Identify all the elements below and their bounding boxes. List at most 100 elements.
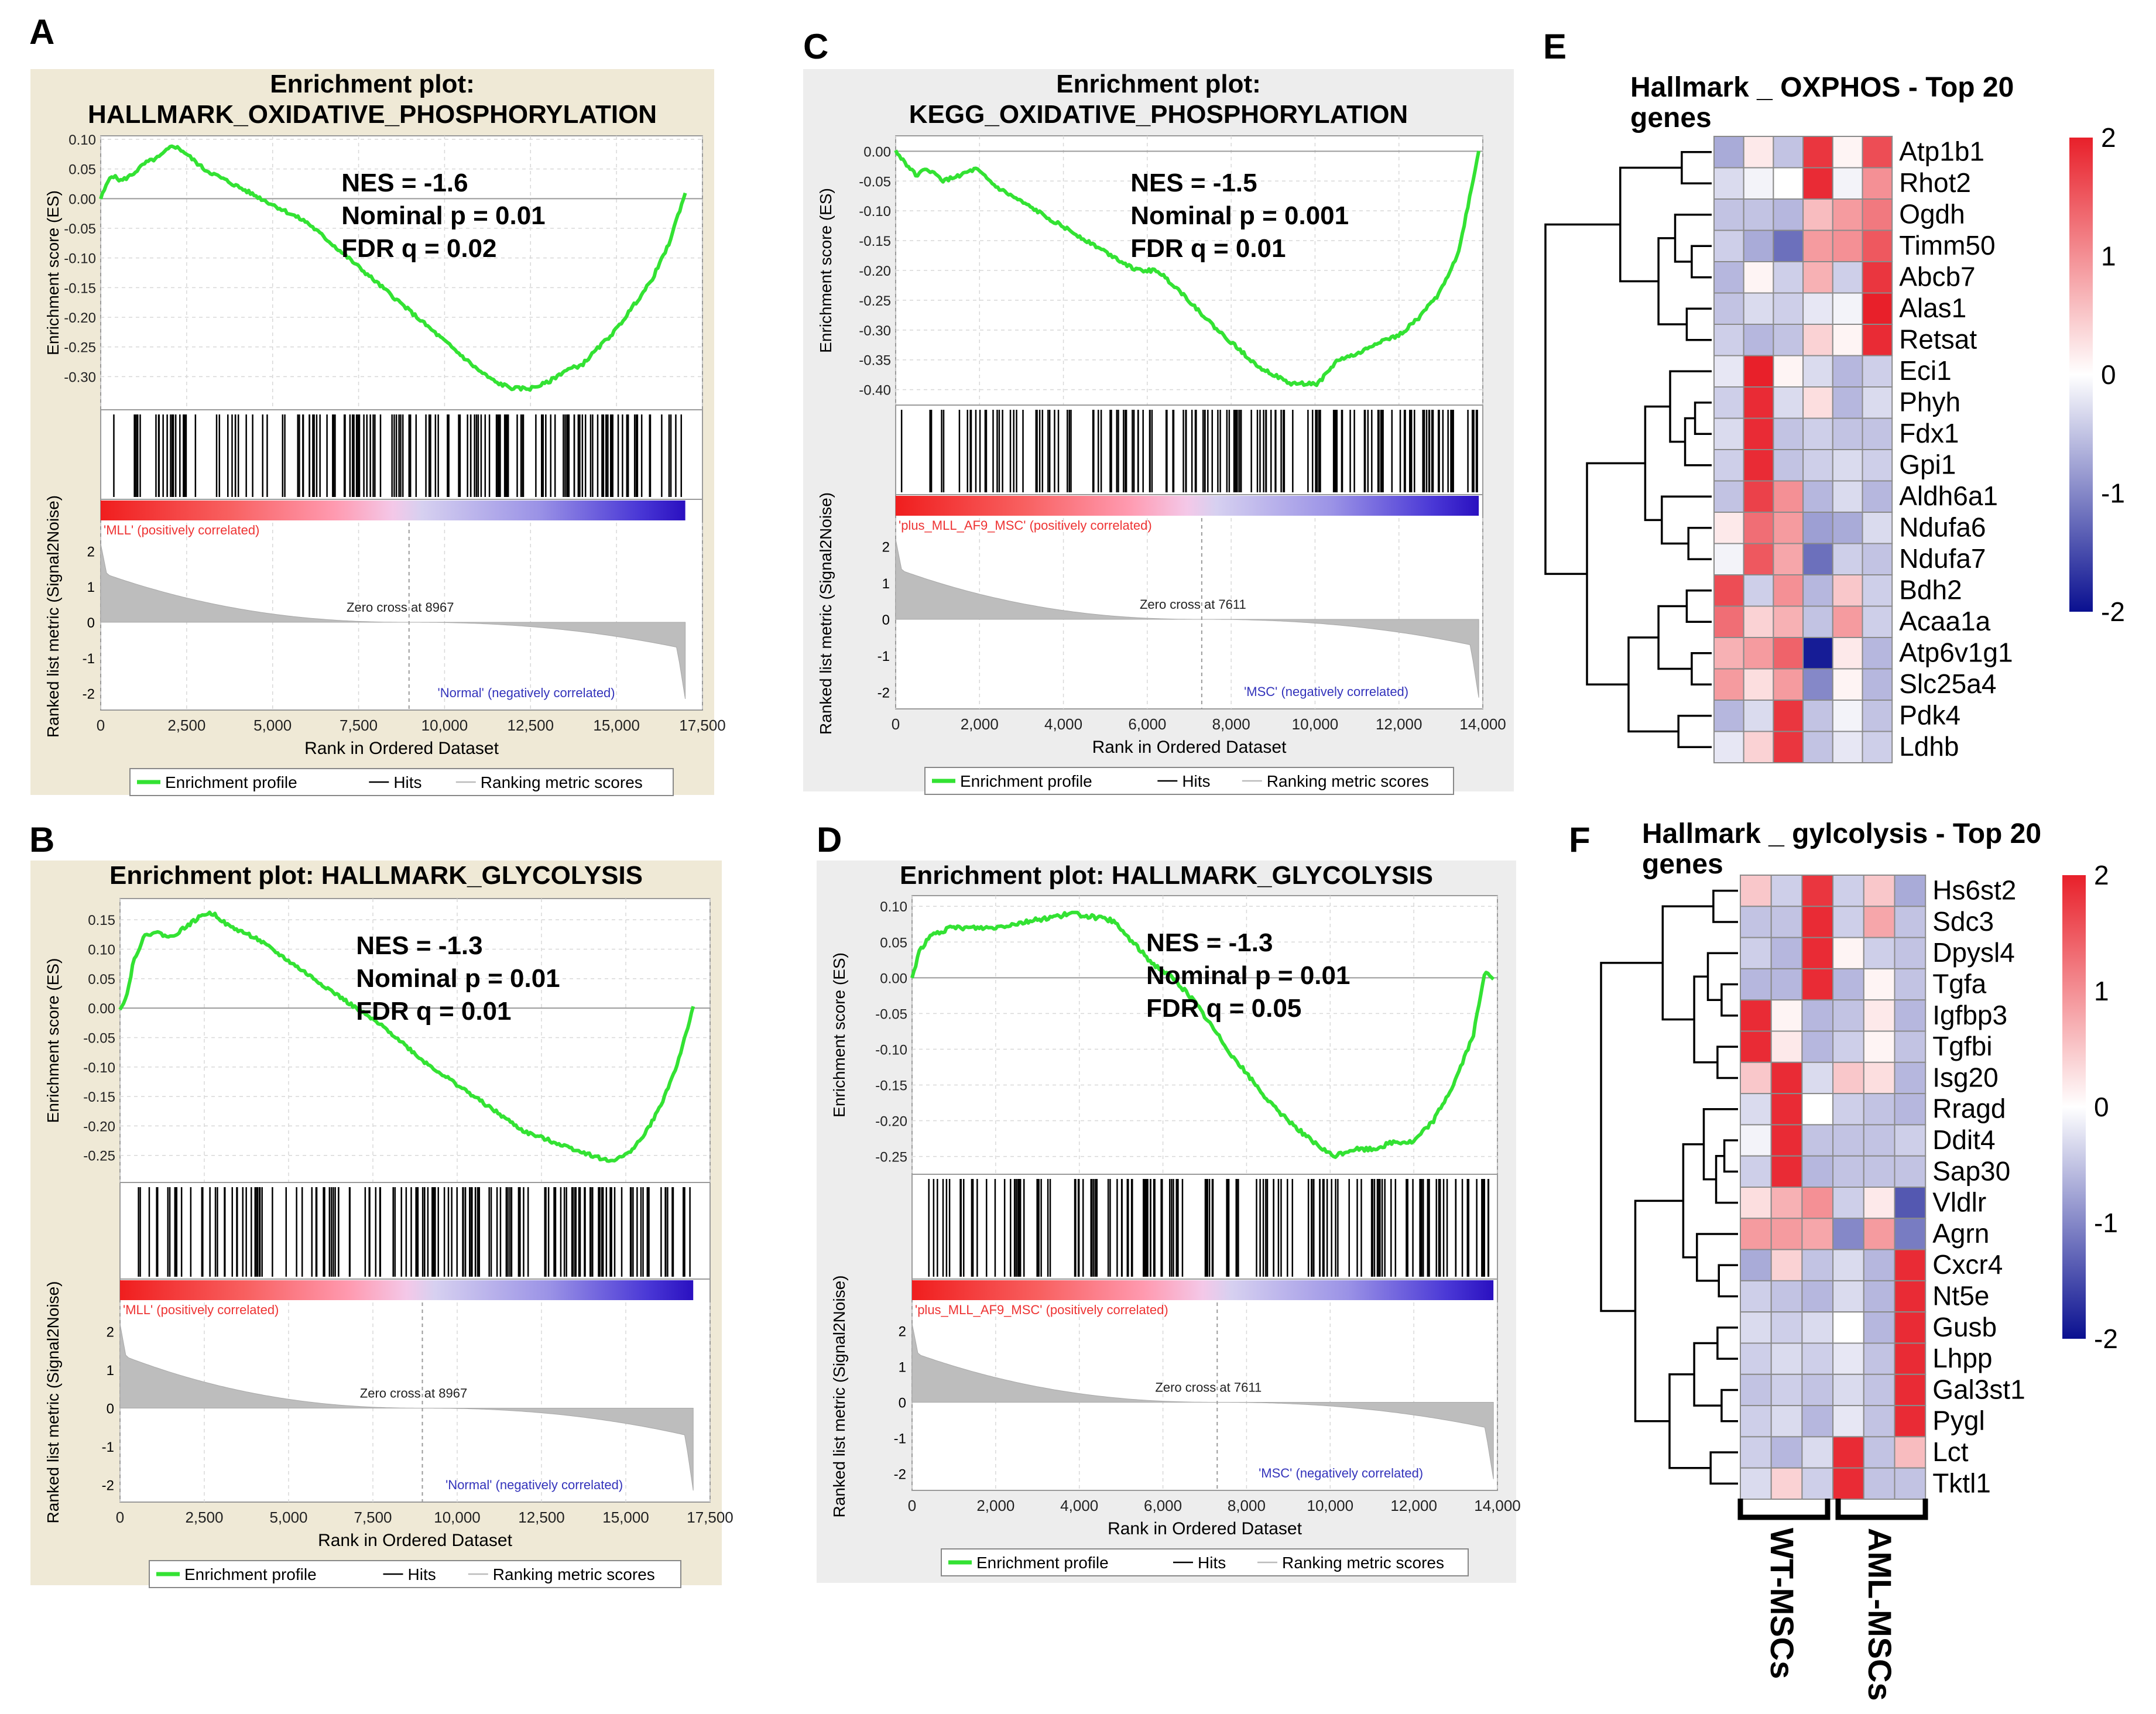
heatmap-cell — [1832, 906, 1864, 938]
y-tick-label: -0.15 — [875, 1078, 907, 1093]
heatmap-cell — [1743, 261, 1774, 294]
heatmap-cell — [1713, 386, 1744, 419]
dendrogram-link — [1674, 214, 1712, 263]
x-tick-label: 10,000 — [1292, 715, 1339, 733]
dendrogram-link — [1712, 889, 1738, 923]
heatmap-cell — [1802, 605, 1833, 638]
metric-tick-label: 0 — [882, 612, 890, 628]
y-tick-label: -0.20 — [83, 1119, 115, 1134]
x-tick-label: 6,000 — [1144, 1497, 1182, 1514]
heatmap-cell — [1832, 229, 1863, 262]
heatmap-cell — [1862, 324, 1893, 356]
heatmap-cell — [1863, 1124, 1896, 1157]
metric-tick-label: -2 — [102, 1478, 114, 1493]
heatmap-cell — [1863, 906, 1896, 938]
metric-tick-label: -2 — [878, 685, 890, 701]
heatmap-cell — [1743, 292, 1774, 325]
y-tick-label: 0.10 — [68, 132, 96, 148]
heatmap-cell — [1770, 1093, 1803, 1126]
chart-title: Enrichment plot: HALLMARK_GLYCOLYSIS — [109, 861, 643, 890]
heatmap-cell — [1743, 668, 1774, 701]
y-tick-label: -0.05 — [859, 174, 891, 190]
rank-color-bar — [120, 1280, 694, 1300]
heatmap-cell — [1740, 968, 1772, 1001]
y-tick-label: 0.05 — [88, 972, 115, 988]
heatmap-cell — [1802, 417, 1833, 450]
chart-title-line1: Enrichment plot: — [270, 70, 475, 98]
dendrogram-link — [1586, 462, 1646, 685]
stat-text: FDR q = 0.02 — [341, 234, 496, 263]
metric-tick-label: 2 — [882, 540, 890, 556]
heatmap-cell — [1743, 136, 1774, 169]
y-tick-label: -0.25 — [859, 293, 891, 309]
heatmap-cell — [1713, 543, 1744, 575]
heatmap-cell — [1740, 1373, 1772, 1407]
heatmap-cell — [1832, 480, 1863, 513]
dendrogram-link — [1691, 652, 1712, 685]
dendrogram-link — [1696, 1233, 1738, 1282]
gene-label: Igfbp3 — [1932, 1000, 2007, 1030]
x-axis-label: Rank in Ordered Dataset — [1092, 738, 1287, 757]
heatmap-cell — [1863, 875, 1896, 907]
heatmap-cell — [1832, 198, 1863, 231]
heatmap-cell — [1801, 1373, 1834, 1407]
gene-label: Alas1 — [1899, 293, 1966, 323]
group-label-wt: WT-MSCs — [1764, 1528, 1801, 1679]
heatmap-cell — [1802, 229, 1833, 262]
heatmap-cell — [1743, 355, 1774, 388]
heatmap-cell — [1863, 1061, 1896, 1095]
gene-label: Vldlr — [1932, 1187, 1986, 1218]
dendrogram-link — [1669, 370, 1712, 443]
heatmap-cell — [1801, 1249, 1834, 1281]
heatmap-cell — [1862, 198, 1893, 231]
heatmap-cell — [1713, 700, 1744, 732]
heatmap-cell — [1894, 1124, 1927, 1157]
heatmap-cell — [1743, 417, 1774, 450]
heatmap-cell — [1894, 1218, 1927, 1250]
heatmap-cell — [1740, 906, 1772, 938]
heatmap-cell — [1894, 1061, 1927, 1095]
x-tick-label: 17,500 — [687, 1509, 733, 1526]
y-tick-label: 0.15 — [88, 913, 115, 928]
metric-tick-label: -2 — [894, 1467, 906, 1483]
x-tick-label: 15,000 — [593, 717, 640, 734]
heatmap-cell — [1862, 417, 1893, 450]
heatmap-cell — [1740, 999, 1772, 1032]
x-tick-label: 7,500 — [354, 1509, 392, 1526]
x-tick-label: 6,000 — [1128, 715, 1166, 733]
dendrogram-link — [1687, 527, 1712, 560]
y-axis-label: Enrichment score (ES) — [44, 190, 62, 355]
heatmap-cell — [1894, 1187, 1927, 1219]
y-tick-label: 0.00 — [880, 971, 907, 986]
heatmap-cell — [1802, 480, 1833, 513]
heatmap-cell — [1863, 1093, 1896, 1126]
positive-label: 'MLL' (positively correlated) — [123, 1302, 279, 1317]
heatmap-cell — [1801, 1093, 1834, 1126]
heatmap-cell — [1770, 1030, 1803, 1063]
heatmap-cell — [1773, 574, 1804, 607]
color-scale-tick: 2 — [2101, 122, 2116, 153]
gene-label: Gal3st1 — [1932, 1374, 2025, 1404]
stat-text: Nominal p = 0.01 — [1146, 961, 1350, 990]
heatmap-cell — [1770, 937, 1803, 969]
heatmap-cell — [1713, 324, 1744, 356]
heatmap-cell — [1801, 875, 1834, 907]
y-tick-label: 0.05 — [880, 935, 907, 951]
heatmap-cell — [1894, 937, 1927, 969]
gene-label: Tgfa — [1932, 968, 1986, 999]
heatmap-cell — [1802, 512, 1833, 544]
negative-label: 'Normal' (negatively correlated) — [445, 1478, 623, 1492]
dendrogram-link — [1627, 636, 1679, 733]
stat-text: Nominal p = 0.001 — [1130, 201, 1349, 230]
gene-label: Sap30 — [1932, 1156, 2010, 1186]
heatmap-cell — [1773, 449, 1804, 482]
legend-hits-label: Hits — [393, 773, 421, 791]
legend-metric-label: Ranking metric scores — [481, 773, 643, 791]
y-tick-label: -0.10 — [83, 1060, 115, 1076]
heatmap-cell — [1773, 167, 1804, 200]
rank-color-bar — [896, 496, 1479, 516]
zero-cross-label: Zero cross at 8967 — [347, 600, 454, 615]
y-tick-label: -0.20 — [875, 1114, 907, 1130]
panel-label-a: A — [29, 12, 54, 52]
